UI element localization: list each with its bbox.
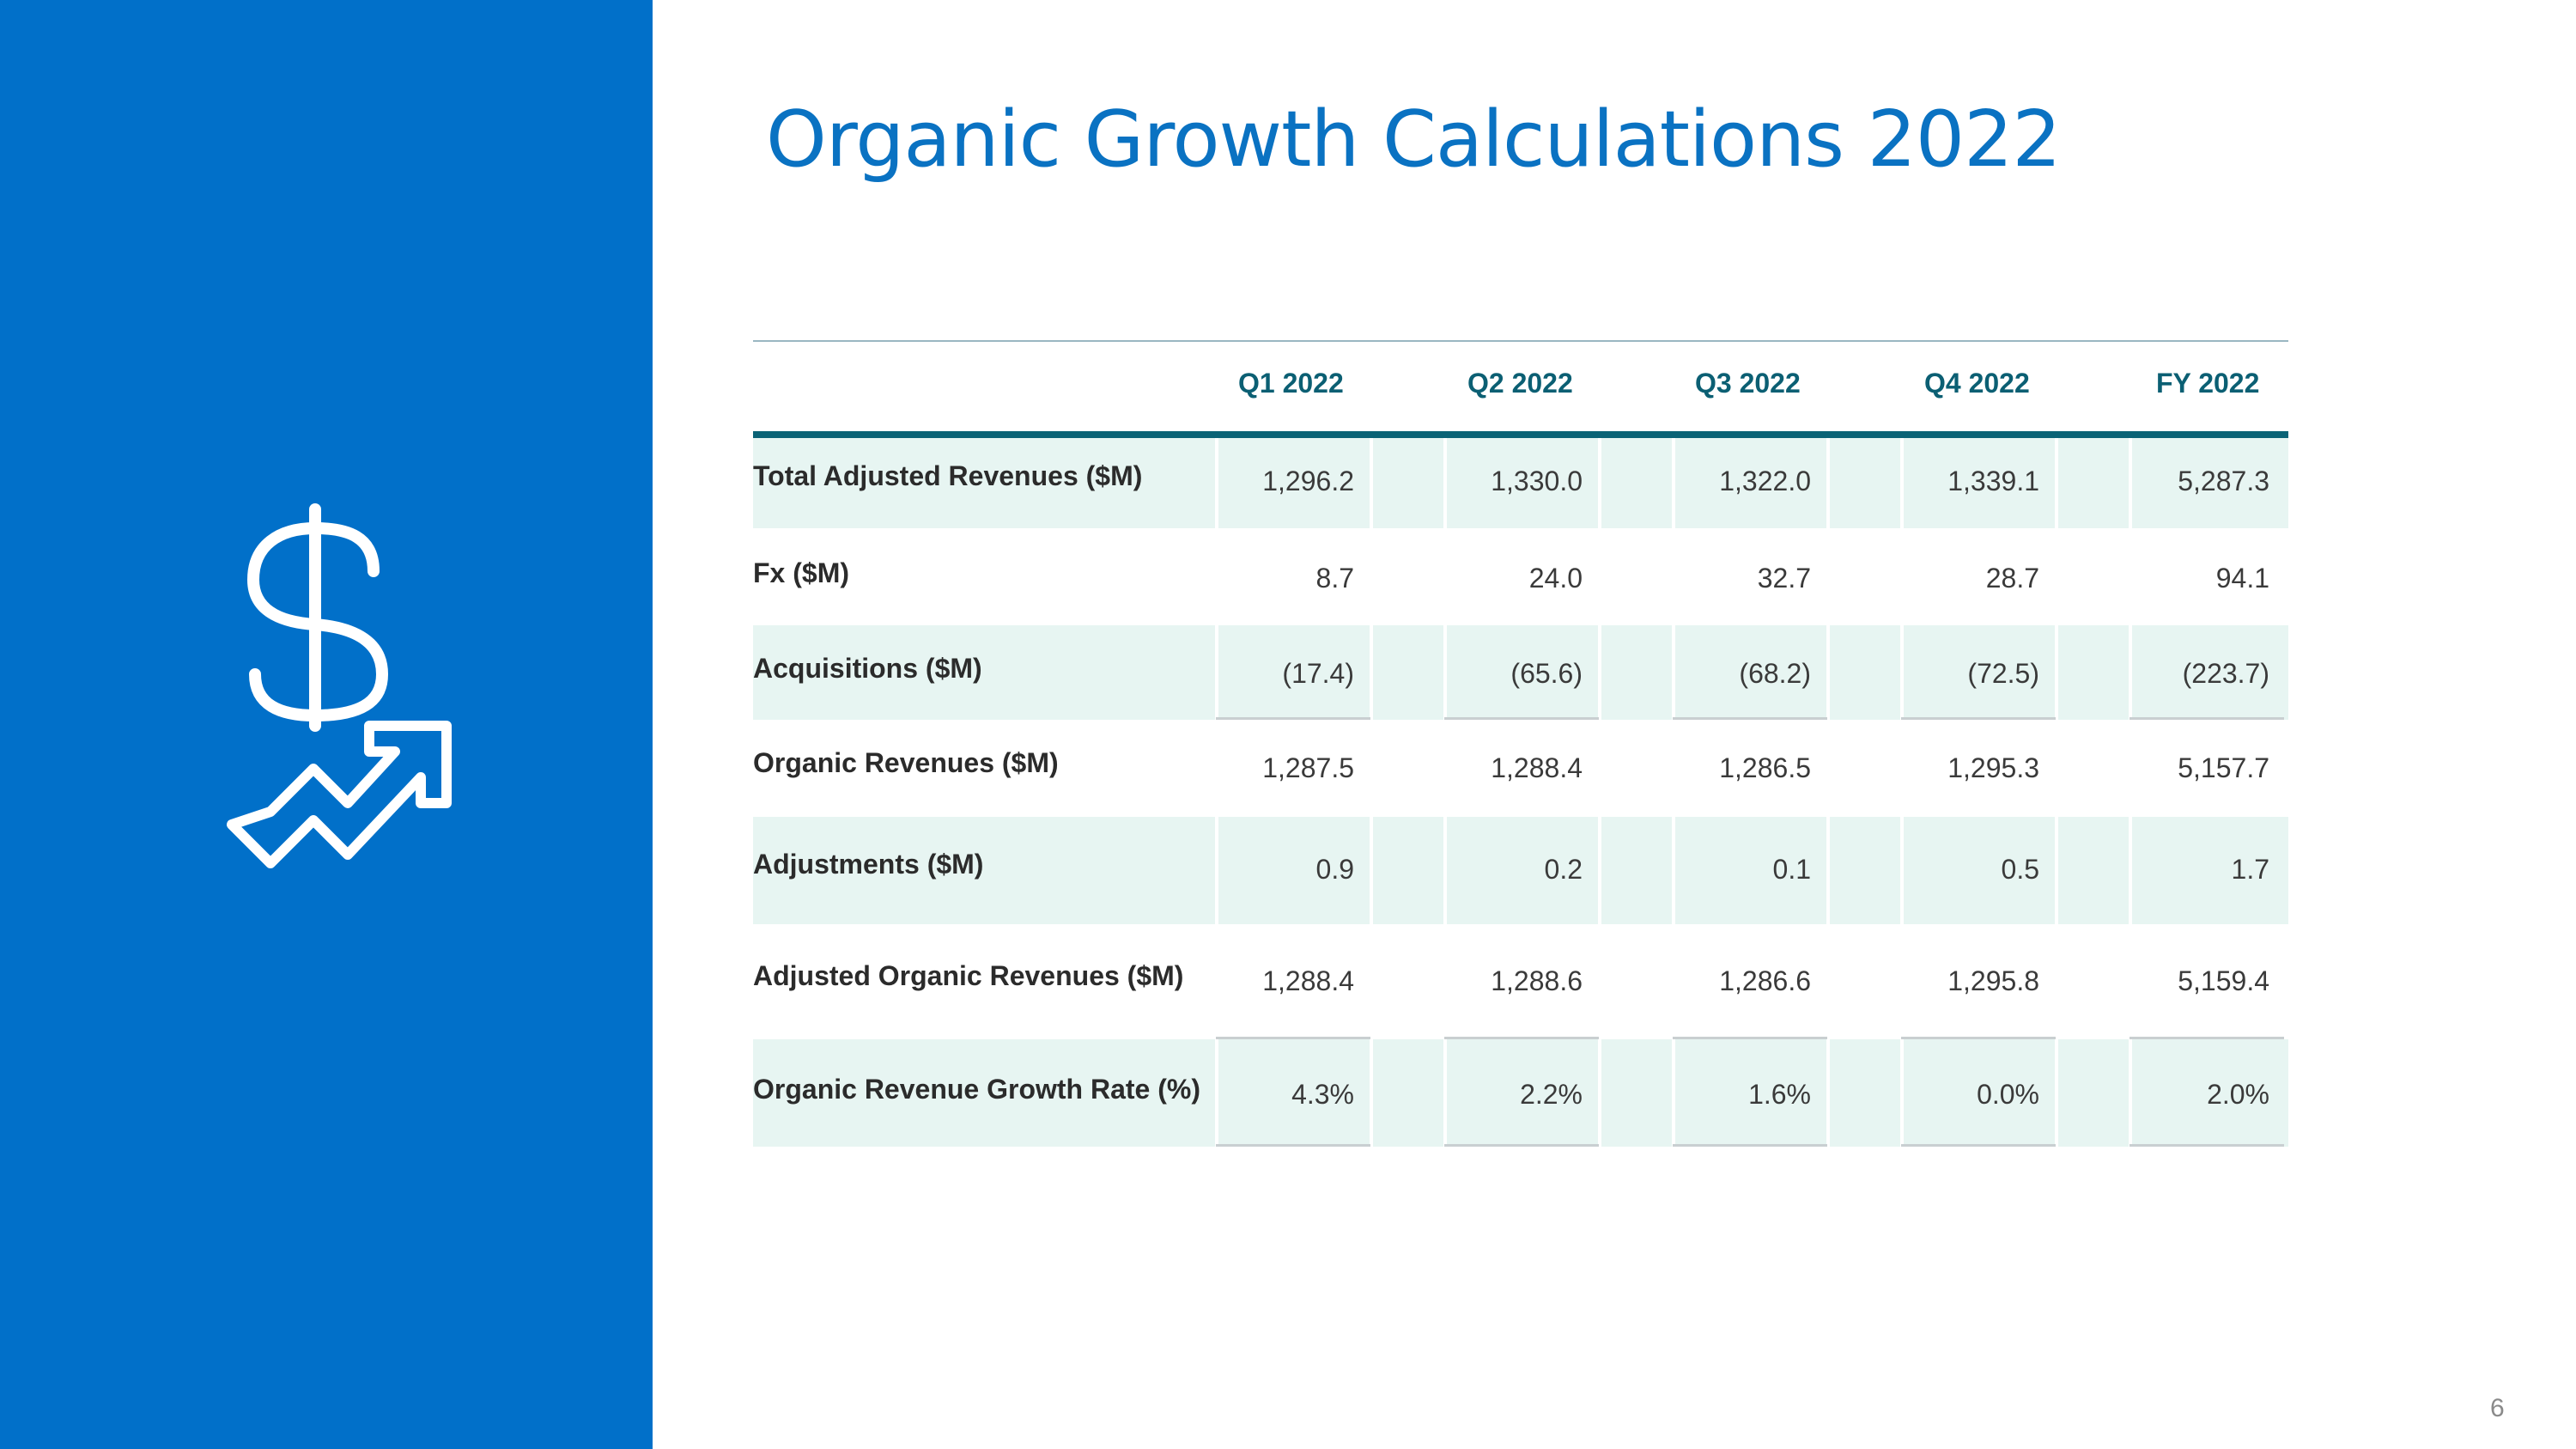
cell-value: 1,288.6	[1491, 965, 1583, 996]
cell-value: (68.2)	[1739, 658, 1811, 689]
row-label: Total Adjusted Revenues ($M)	[753, 460, 1143, 491]
row-label: Adjusted Organic Revenues ($M)	[753, 960, 1184, 991]
cell-value: 1,286.5	[1719, 752, 1811, 783]
column-header: Q1 2022	[1238, 368, 1344, 399]
cell-value: (17.4)	[1282, 658, 1354, 689]
cell-value: 0.9	[1315, 854, 1354, 885]
row-label: Fx ($M)	[753, 557, 849, 588]
cell-value: 8.7	[1315, 563, 1354, 594]
table-row: Fx ($M) 8.7 24.0 32.7 28.7 94.1	[753, 528, 2288, 625]
cell-value: 94.1	[2215, 563, 2269, 594]
cell-value: 1,288.4	[1262, 965, 1354, 996]
sidebar-panel	[0, 0, 653, 1449]
cell-value: 1.7	[2231, 854, 2269, 885]
cell-value: 24.0	[1528, 563, 1583, 594]
cell-value: 0.5	[2001, 854, 2039, 885]
table-row: Organic Revenues ($M) 1,287.5 1,288.4 1,…	[753, 720, 2288, 817]
cell-value: 5,159.4	[2178, 965, 2269, 996]
cell-value: 1,339.1	[1947, 466, 2039, 496]
cell-value: 0.2	[1544, 854, 1583, 885]
cell-value: 1,288.4	[1491, 752, 1583, 783]
cell-value: (65.6)	[1510, 658, 1583, 689]
cell-value: 1,322.0	[1719, 466, 1811, 496]
table-header-rule	[753, 431, 2288, 438]
cell-value: 1,330.0	[1491, 466, 1583, 496]
page-number: 6	[2490, 1394, 2505, 1422]
cell-value: 4.3%	[1291, 1079, 1354, 1110]
row-label: Organic Revenue Growth Rate (%)	[753, 1074, 1200, 1105]
cell-value: 1,287.5	[1262, 752, 1354, 783]
cell-value: 5,287.3	[2178, 466, 2269, 496]
cell-value: 32.7	[1757, 563, 1811, 594]
table-top-rule	[753, 340, 2288, 342]
cell-value: 1,286.6	[1719, 965, 1811, 996]
cell-value: 0.1	[1772, 854, 1811, 885]
row-label: Adjustments ($M)	[753, 849, 984, 880]
column-header: FY 2022	[2156, 368, 2260, 399]
cell-value: 1,295.3	[1947, 752, 2039, 783]
cell-value: 2.2%	[1520, 1079, 1583, 1110]
table-row: Organic Revenue Growth Rate (%) 4.3% 2.2…	[753, 1039, 2288, 1147]
table-row: Adjustments ($M) 0.9 0.2 0.1 0.5 1.7	[753, 817, 2288, 924]
cell-value: 5,157.7	[2178, 752, 2269, 783]
table-row: Adjusted Organic Revenues ($M) 1,288.4 1…	[753, 924, 2288, 1039]
page-title: Organic Growth Calculations 2022	[766, 94, 2062, 185]
row-label: Organic Revenues ($M)	[753, 747, 1059, 778]
cell-value: 1,296.2	[1262, 466, 1354, 496]
cell-value: 1.6%	[1748, 1079, 1811, 1110]
cell-value: (223.7)	[2182, 658, 2269, 689]
cell-value: 2.0%	[2207, 1079, 2269, 1110]
table-row: Acquisitions ($M) (17.4) (65.6) (68.2) (…	[753, 625, 2288, 720]
column-header: Q3 2022	[1695, 368, 1801, 399]
column-header: Q4 2022	[1924, 368, 2030, 399]
table-header-row: Q1 2022 Q2 2022 Q3 2022 Q4 2022 FY 2022	[753, 342, 2288, 431]
table-row: Total Adjusted Revenues ($M) 1,296.2 1,3…	[753, 438, 2288, 528]
row-label: Acquisitions ($M)	[753, 653, 982, 684]
dollar-growth-icon	[227, 503, 452, 868]
cell-value: 28.7	[1985, 563, 2039, 594]
column-header: Q2 2022	[1467, 368, 1573, 399]
cell-value: (72.5)	[1967, 658, 2039, 689]
cell-value: 1,295.8	[1947, 965, 2039, 996]
cell-value: 0.0%	[1977, 1079, 2039, 1110]
